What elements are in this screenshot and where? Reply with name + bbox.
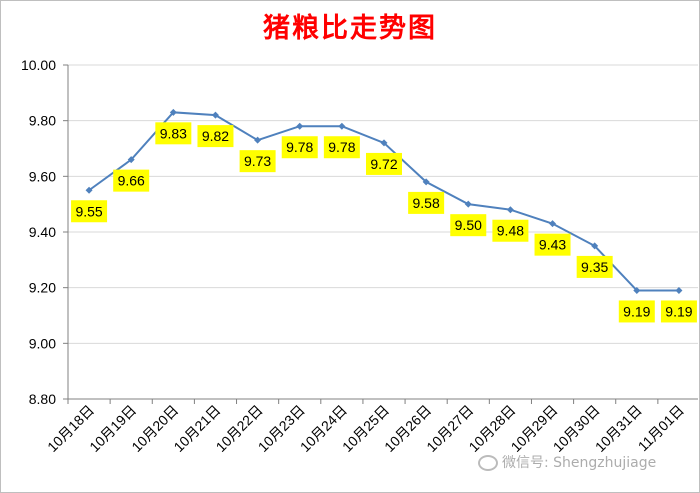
y-tick-label: 9.00 [29, 335, 56, 351]
y-tick-label: 9.60 [29, 168, 56, 184]
data-point [549, 220, 557, 228]
data-label-text: 9.55 [75, 203, 102, 219]
data-label: 9.78 [281, 136, 318, 159]
x-tick-labels: 10月18日10月19日10月20日10月21日10月22日10月23日10月2… [44, 402, 687, 455]
y-tick-label: 8.80 [29, 391, 56, 407]
x-tick-label: 10月31日 [592, 402, 645, 455]
data-label: 9.19 [660, 300, 697, 323]
data-label-box [323, 136, 360, 159]
data-label: 9.66 [113, 169, 150, 192]
data-label-box [197, 125, 234, 148]
data-label-text: 9.73 [244, 153, 271, 169]
data-label-box [113, 169, 150, 192]
watermark: 微信号: Shengzhujiage [478, 452, 656, 472]
data-label-text: 9.78 [328, 139, 355, 155]
x-tick-label: 11月01日 [635, 402, 687, 454]
data-label-text: 9.58 [413, 195, 440, 211]
data-point [422, 178, 430, 186]
data-label-box [408, 191, 445, 214]
data-label: 9.78 [323, 136, 360, 159]
data-label-box [239, 150, 276, 173]
y-tick-label: 10.00 [21, 57, 56, 73]
data-point [296, 122, 304, 130]
data-point [380, 139, 388, 147]
data-label-text: 9.48 [497, 223, 524, 239]
y-tick-label: 9.80 [29, 113, 56, 129]
data-point [211, 111, 219, 119]
data-label-box [366, 152, 402, 175]
y-tick-label: 9.40 [29, 224, 56, 240]
data-label: 9.19 [618, 300, 655, 323]
data-label-text: 9.72 [370, 156, 397, 172]
data-label-box [281, 136, 318, 159]
data-label: 9.82 [197, 125, 234, 148]
chart-title: 猪粮比走势图 [263, 13, 437, 44]
data-point [338, 122, 346, 130]
data-label-box [576, 255, 613, 278]
data-label: 9.55 [71, 200, 108, 223]
data-label-text: 9.43 [539, 237, 566, 253]
series [85, 108, 683, 294]
data-point [675, 286, 683, 294]
data-labels: 9.55 9.66 9.83 9.82 9.73 9.78 9.78 9.72 9.58 9.50… [71, 122, 697, 323]
data-label: 9.83 [155, 122, 192, 145]
wechat-icon [478, 455, 498, 471]
data-label-text: 9.19 [665, 303, 692, 319]
data-point [85, 186, 93, 194]
data-label-box [492, 219, 529, 242]
data-label: 9.58 [408, 191, 445, 214]
data-label-box [71, 200, 108, 223]
data-label-text: 9.83 [160, 125, 187, 141]
data-label-text: 9.19 [623, 303, 650, 319]
data-label-text: 9.50 [455, 217, 482, 233]
data-point [633, 286, 641, 294]
data-label: 9.72 [366, 152, 402, 175]
data-point [506, 206, 514, 214]
data-label-text: 9.82 [202, 128, 229, 144]
y-tick-labels: 8.80 9.00 9.20 9.40 9.60 9.80 10.00 [21, 57, 56, 407]
data-label-box [534, 233, 571, 256]
data-point [127, 156, 135, 164]
data-label-box [660, 300, 697, 323]
watermark-text: 微信号: Shengzhujiage [502, 455, 657, 471]
data-label: 9.50 [450, 214, 487, 237]
data-label-text: 9.78 [286, 139, 313, 155]
data-label-box [450, 214, 487, 237]
data-point [464, 200, 472, 208]
data-label: 9.73 [239, 150, 276, 173]
data-label-box [155, 122, 192, 145]
y-tick-label: 9.20 [29, 280, 56, 296]
data-point [591, 242, 599, 250]
data-label: 9.35 [576, 255, 613, 278]
data-label: 9.48 [492, 219, 529, 242]
data-label-text: 9.66 [118, 173, 145, 189]
data-label: 9.43 [534, 233, 571, 256]
data-point [169, 108, 177, 116]
data-label-box [618, 300, 655, 323]
axes [63, 64, 698, 404]
data-point [254, 136, 262, 144]
data-label-text: 9.35 [581, 259, 608, 275]
gridlines [68, 64, 698, 344]
